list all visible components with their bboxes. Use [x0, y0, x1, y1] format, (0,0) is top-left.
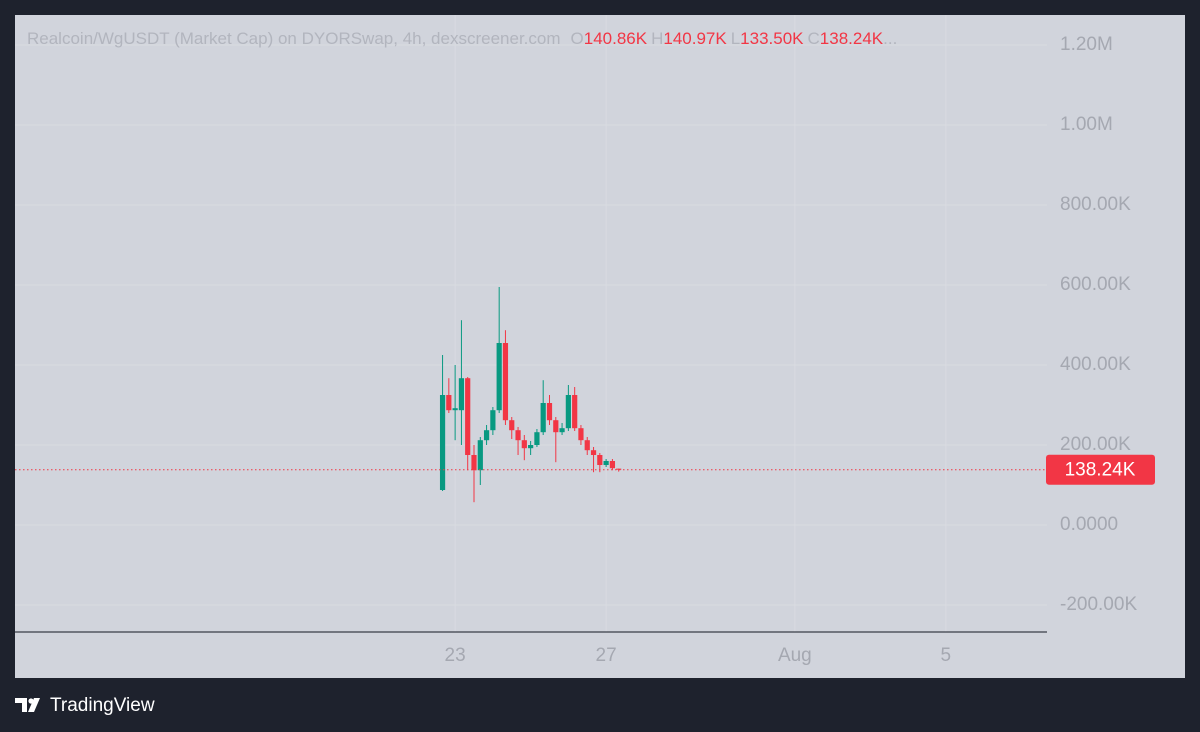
candle-body — [559, 428, 565, 433]
candle-body — [578, 428, 584, 441]
y-tick-label: 1.00M — [1060, 114, 1113, 135]
candle-body — [446, 395, 452, 411]
candle-body — [477, 440, 483, 471]
candle-body — [540, 403, 546, 433]
candle-body — [616, 468, 622, 470]
candle-body — [515, 430, 521, 441]
candle-body — [609, 461, 616, 469]
ohlc-value: 140.97K — [663, 29, 727, 48]
candle-body — [597, 455, 603, 465]
x-tick-label: 5 — [941, 645, 952, 666]
candle-body — [502, 343, 509, 421]
candle-body — [465, 378, 471, 455]
candle-body — [483, 430, 490, 441]
candle-body — [471, 455, 477, 471]
candle-body — [452, 408, 458, 411]
ohlc-key: O — [571, 29, 584, 48]
brand: TradingView — [50, 695, 155, 716]
ohlc-key: C — [808, 29, 820, 48]
ohlc-value: 140.86K — [584, 29, 648, 48]
y-tick-label: 1.20M — [1060, 34, 1113, 55]
tradingview-logo — [15, 698, 40, 712]
y-tick-label: 800.00K — [1060, 194, 1131, 215]
ohlc-value: 138.24K — [820, 29, 884, 48]
candle-body — [565, 395, 571, 429]
y-tick-label: -200.00K — [1060, 594, 1137, 615]
y-tick-label: 600.00K — [1060, 274, 1131, 295]
x-tick-label: Aug — [778, 645, 812, 666]
last-price-label: 138.24K — [1065, 460, 1136, 481]
candle-body — [590, 450, 597, 455]
candle-body — [496, 343, 502, 411]
candle-body — [553, 420, 559, 433]
candle-body — [603, 461, 609, 465]
candle-body — [458, 378, 465, 411]
legend-more: ... — [883, 29, 897, 48]
y-tick-label: 400.00K — [1060, 354, 1131, 375]
ohlc-value: 133.50K — [740, 29, 804, 48]
logo-v — [28, 698, 40, 712]
x-tick-label: 23 — [445, 645, 466, 666]
candle-body — [490, 410, 496, 431]
chart-title: Realcoin/WgUSDT (Market Cap) on DYORSwap… — [27, 29, 561, 48]
y-tick-label: 200.00K — [1060, 434, 1131, 455]
ohlc-key: H — [651, 29, 663, 48]
ohlc-key: L — [731, 29, 740, 48]
chart-header: Realcoin/WgUSDT (Market Cap) on DYORSwap… — [27, 29, 897, 48]
logo-t — [15, 698, 27, 712]
candle-body — [509, 420, 515, 431]
x-tick-label: 27 — [596, 645, 617, 666]
candle-body — [439, 395, 446, 490]
candle-body — [546, 403, 553, 421]
last-price-badge — [1046, 454, 1155, 485]
candle-body — [584, 440, 590, 451]
candle-body — [521, 440, 527, 449]
candle-body — [528, 445, 534, 449]
candle-body — [572, 395, 578, 429]
y-tick-label: 0.0000 — [1060, 514, 1118, 535]
candle-body — [534, 432, 540, 445]
chart-panel — [15, 15, 1185, 678]
